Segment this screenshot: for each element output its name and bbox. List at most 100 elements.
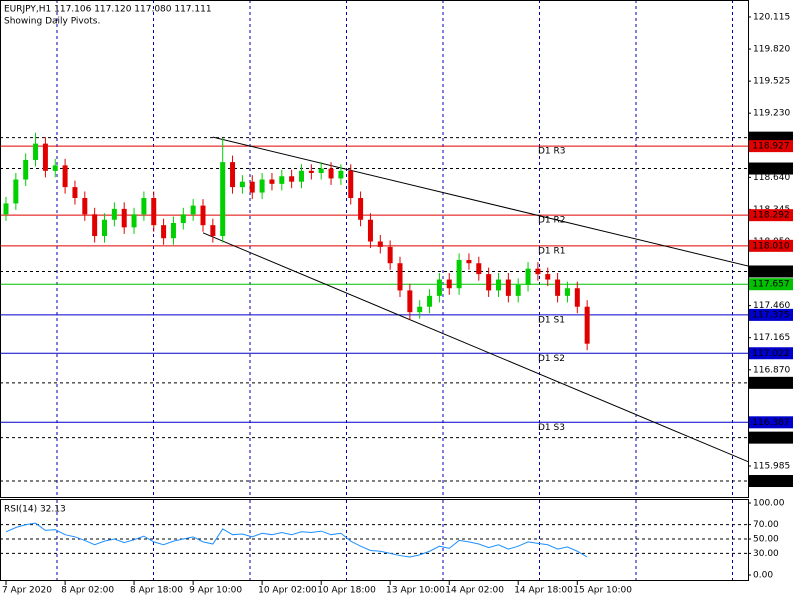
level-box (749, 431, 793, 444)
x-tick-label: 14 Apr 18:00 (514, 586, 573, 596)
level-price: 116.750 (752, 378, 789, 388)
candle-body (299, 170, 304, 182)
level-box (749, 416, 793, 429)
x-tick-label: 8 Apr 18:00 (130, 586, 183, 596)
candle-body (62, 165, 68, 188)
level-box (749, 209, 793, 222)
y-tick-label: 119.525 (753, 77, 790, 87)
y-tick-label: 119.820 (753, 45, 790, 55)
candle-body (505, 279, 511, 296)
candle-body (328, 168, 334, 179)
candle-body (111, 208, 117, 220)
x-tick-label: 13 Apr 10:00 (386, 586, 445, 596)
candle-body (249, 181, 255, 193)
level-box (749, 162, 793, 175)
level-price: 116.387 (752, 418, 789, 428)
candle-body (230, 162, 236, 188)
level-price: 118.010 (752, 241, 789, 251)
candle-body (121, 208, 127, 228)
candle-body (279, 176, 285, 184)
pivot-label: D1 R3 (538, 147, 566, 157)
trendline (202, 232, 748, 463)
candle-body (239, 181, 245, 188)
rsi-frame (0, 499, 749, 581)
axes: 120.115119.820119.525119.230118.640118.3… (0, 12, 793, 596)
level-price: 117.774 (752, 267, 789, 277)
y-tick-label: 119.230 (753, 109, 790, 119)
chart-title: EURJPY,H1 117.106 117.120 117.080 117.11… (4, 5, 212, 15)
candle-body (72, 187, 78, 198)
y-tick-label: 50.00 (753, 535, 779, 545)
level-box (749, 308, 793, 321)
x-tick-label: 9 Apr 10:00 (189, 586, 242, 596)
candle-body (190, 205, 196, 215)
candle-body (456, 259, 462, 289)
y-tick-label: 30.00 (753, 549, 779, 559)
candle-body (486, 274, 492, 291)
candle-body (131, 214, 137, 228)
level-box (749, 347, 793, 360)
candle-body (564, 288, 570, 296)
candle-body (584, 306, 590, 344)
level-price: 115.847 (752, 477, 789, 487)
candle-body (407, 290, 413, 313)
candle-body (13, 179, 19, 204)
candle-body (446, 279, 452, 289)
x-tick-label: 10 Apr 02:00 (258, 586, 317, 596)
candle-body (574, 288, 580, 307)
level-price: 117.375 (752, 310, 789, 320)
x-tick-label: 15 Apr 10:00 (573, 586, 632, 596)
candle-body (52, 165, 58, 171)
y-tick-label: 117.460 (753, 301, 790, 311)
candle-body (151, 197, 157, 226)
candle-body (42, 143, 48, 171)
candle-body (535, 268, 541, 275)
level-price: 119.005 (752, 133, 789, 143)
trendline (212, 136, 748, 267)
level-price: 117.022 (752, 349, 789, 359)
candle-body (180, 214, 186, 224)
candle-body (23, 159, 29, 180)
candle-body (338, 170, 344, 179)
chart-subtitle: Showing Daily Pivots. (4, 17, 100, 27)
candle-body (358, 197, 364, 220)
candle-body (555, 279, 561, 296)
candle-body (496, 279, 501, 291)
level-price: 118.292 (752, 211, 789, 221)
level-price: 118.927 (752, 142, 789, 152)
level-box (749, 239, 793, 252)
candle-body (308, 170, 314, 173)
level-price: 117.657 (752, 280, 789, 290)
candle-body (200, 205, 206, 226)
candle-body (476, 263, 482, 275)
candle-body (367, 219, 373, 242)
pivot-label: D1 R2 (538, 216, 566, 226)
y-tick-label: 100.00 (753, 499, 785, 509)
x-tick-label: 14 Apr 02:00 (445, 586, 504, 596)
candle-body (466, 259, 472, 264)
candle-body (397, 263, 403, 291)
level-box (749, 278, 793, 291)
level-box (749, 265, 793, 278)
level-price: 116.246 (752, 433, 789, 443)
candle-body (210, 225, 216, 237)
candle-body (377, 241, 383, 247)
y-tick-label: 0.00 (753, 571, 773, 581)
pivot-label: D1 S3 (538, 423, 565, 433)
candle-body (436, 279, 442, 296)
y-tick-label: 120.115 (753, 12, 790, 22)
price-panel: D1 R3 D1 R2 D1 R1 D1 S1 D1 S2 D1 S3 (0, 0, 748, 497)
y-tick-label: 117.165 (753, 333, 790, 343)
candle-body (161, 225, 167, 239)
level-price: 118.721 (752, 164, 789, 174)
candle-body (82, 197, 88, 215)
x-tick-label: 7 Apr 2020 (2, 586, 52, 596)
candle-body (92, 214, 98, 237)
candle-body (348, 170, 354, 198)
candle-body (141, 197, 147, 215)
y-tick-label: 70.00 (753, 520, 779, 530)
pivot-label: D1 R1 (538, 246, 566, 256)
candle-body (545, 274, 551, 280)
candle-body (387, 246, 393, 264)
